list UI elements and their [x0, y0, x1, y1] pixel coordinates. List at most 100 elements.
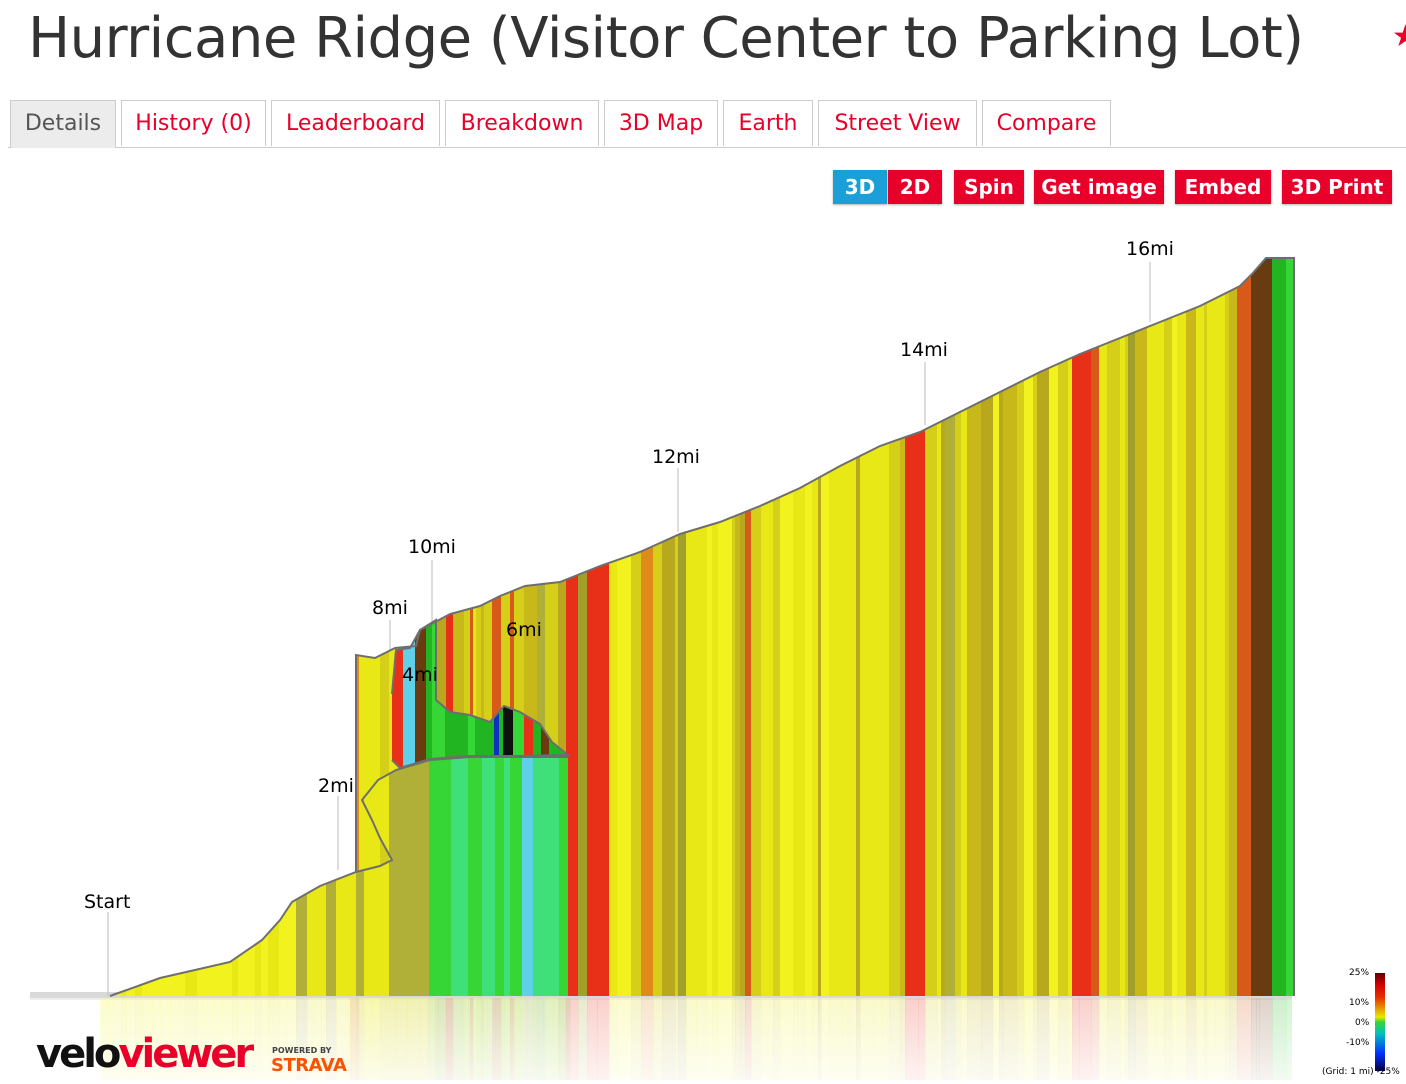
marker-2mi-label: 2mi: [318, 775, 354, 797]
grade-stripe: [197, 757, 203, 996]
grade-stripe: [484, 258, 493, 996]
grade-stripe: [179, 757, 186, 996]
grade-stripe: [856, 258, 861, 996]
marker-16mi-label: 16mi: [1126, 238, 1174, 260]
grade-stripe: [882, 258, 890, 996]
grade-stripe: [1256, 258, 1260, 996]
grade-stripe: [918, 258, 926, 996]
grade-stripe: [1259, 258, 1273, 996]
strava-logo[interactable]: STRAVA: [271, 1055, 347, 1076]
grade-stripe: [1128, 258, 1136, 996]
grade-stripe: [1177, 258, 1187, 996]
tab-breakdown[interactable]: Breakdown: [445, 100, 599, 146]
grade-stripe: [121, 757, 127, 996]
spin-button[interactable]: Spin: [954, 170, 1024, 204]
grade-stripe: [1024, 258, 1034, 996]
marker-12mi-label: 12mi: [652, 446, 700, 468]
logo-viewer-text: viewer: [118, 1031, 254, 1077]
grade-stripe: [261, 757, 269, 996]
grade-stripe: [993, 258, 1000, 996]
profile-outline-front: [391, 618, 571, 770]
grade-stripe: [356, 757, 365, 996]
grade-stripe: [631, 258, 642, 996]
grade-stripe: [510, 757, 523, 996]
grade-stripe: [1099, 258, 1108, 996]
grade-stripe: [202, 757, 215, 996]
grade-stripe: [945, 258, 956, 996]
grade-stripe: [1196, 258, 1205, 996]
grade-stripe: [461, 757, 469, 996]
grade-stripe: [735, 258, 741, 996]
grade-stripe: [152, 757, 161, 996]
tab-leaderboard[interactable]: Leaderboard: [271, 100, 440, 146]
marker-start-label: Start: [84, 891, 130, 913]
star-icon[interactable]: ★: [1392, 19, 1406, 54]
grade-stripe: [967, 258, 982, 996]
grade-stripe: [1049, 258, 1059, 996]
grade-stripe: [745, 258, 752, 996]
grade-stripe: [185, 757, 198, 996]
3d-print-button[interactable]: 3D Print: [1282, 170, 1392, 204]
grade-stripe: [873, 258, 883, 996]
page-title: Hurricane Ridge (Visitor Center to Parki…: [28, 6, 1304, 71]
tab-compare[interactable]: Compare: [982, 100, 1111, 146]
tab-street-view[interactable]: Street View: [818, 100, 977, 146]
grade-stripe: [372, 757, 380, 996]
marker-10mi-label: 10mi: [408, 536, 456, 558]
grade-stripe: [1079, 258, 1092, 996]
tab-details[interactable]: Details: [10, 100, 116, 148]
grade-stripe: [492, 258, 502, 996]
grade-stripe: [470, 258, 474, 996]
grade-stripe: [100, 740, 109, 996]
tab-3d-map[interactable]: 3D Map: [604, 100, 718, 146]
view-2d-button[interactable]: 2D: [888, 170, 942, 204]
grade-stripe: [1147, 258, 1157, 996]
grade-stripe: [446, 258, 454, 996]
grade-stripe: [1033, 258, 1038, 996]
grade-stripe: [407, 757, 420, 996]
legend-0: 0%: [1355, 1018, 1370, 1028]
grade-stripe: [842, 258, 850, 996]
profile-outline: [109, 756, 568, 997]
grade-stripe: [279, 757, 288, 996]
grade-stripe: [1091, 258, 1100, 996]
grade-stripe: [238, 757, 247, 996]
view-3d-button[interactable]: 3D: [833, 170, 887, 204]
grade-stripe: [818, 258, 822, 996]
grade-stripe: [1164, 258, 1173, 996]
get-image-button[interactable]: Get image: [1034, 170, 1164, 204]
tab-history[interactable]: History (0): [121, 100, 266, 146]
grade-stripe: [501, 258, 511, 996]
tab-earth[interactable]: Earth: [723, 100, 813, 146]
grade-stripe: [419, 757, 430, 996]
grade-stripe: [821, 258, 830, 996]
grade-stripe: [937, 258, 942, 996]
grade-stripe: [1237, 258, 1252, 996]
grade-stripe: [559, 757, 566, 996]
grade-stripe: [732, 258, 736, 996]
grade-stripe: [487, 757, 496, 996]
grade-stripe: [751, 258, 762, 996]
grade-stripe: [1068, 258, 1073, 996]
grade-stripe: [1251, 258, 1257, 996]
grade-legend-bar: [1375, 973, 1385, 1071]
grade-stripe: [287, 757, 297, 996]
grade-stripe: [273, 757, 280, 996]
grade-stripe: [860, 258, 874, 996]
embed-button[interactable]: Embed: [1175, 170, 1271, 204]
grade-stripe: [587, 258, 598, 996]
grade-stripe: [1135, 258, 1148, 996]
grade-stripe: [812, 258, 819, 996]
grade-stripe: [464, 258, 471, 996]
grade-stripe: [662, 258, 676, 996]
tab-bar: Details History (0) Leaderboard Breakdow…: [8, 100, 1406, 148]
grade-stripe: [889, 258, 901, 996]
grade-stripe: [793, 258, 798, 996]
grade-stripe: [961, 258, 968, 996]
grade-stripe: [429, 757, 439, 996]
veloviewer-logo[interactable]: veloviewer: [36, 1031, 254, 1077]
grade-stripe: [473, 757, 483, 996]
profile-back-section: [356, 258, 1294, 996]
grade-stripe: [1186, 258, 1197, 996]
